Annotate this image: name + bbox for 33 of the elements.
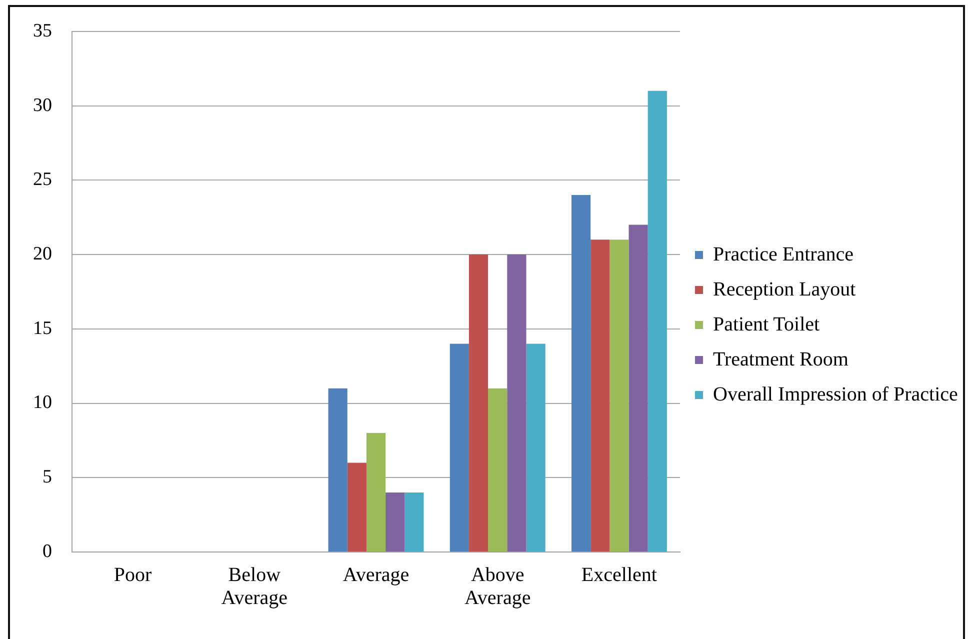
x-tick-label: Excellent (581, 564, 658, 586)
bar (404, 492, 424, 552)
legend-label: Overall Impression of Practice (713, 383, 958, 406)
bar (366, 433, 386, 552)
y-tick-label: 30 (33, 94, 52, 116)
bar (347, 462, 366, 552)
legend-label: Practice Entrance (713, 243, 854, 266)
x-tick-label: Average (342, 564, 410, 586)
bar (571, 195, 591, 552)
bar (450, 344, 469, 552)
y-tick-label: 20 (33, 244, 52, 264)
bar (507, 254, 526, 552)
bar (590, 240, 610, 552)
y-tick-label: 10 (33, 392, 52, 414)
x-tick-label: Poor (114, 564, 152, 586)
y-tick-label: 15 (33, 318, 52, 339)
bar (386, 492, 405, 552)
bar (328, 388, 348, 552)
y-tick-label: 0 (42, 540, 52, 562)
legend-label: Reception Layout (713, 278, 856, 300)
bar (628, 224, 648, 552)
y-tick-label: 35 (33, 20, 52, 42)
legend-label: Patient Toilet (713, 313, 820, 336)
y-tick-label: 5 (42, 466, 52, 488)
bar (610, 240, 629, 552)
bar (526, 344, 546, 552)
x-tick-label: Below Average (221, 564, 288, 609)
bar (488, 388, 508, 552)
x-tick-label: Above Average (464, 564, 531, 609)
y-tick-label: 25 (33, 169, 52, 190)
legend-label: Treatment Room (713, 348, 849, 370)
bar (648, 90, 667, 552)
bar (468, 254, 488, 552)
